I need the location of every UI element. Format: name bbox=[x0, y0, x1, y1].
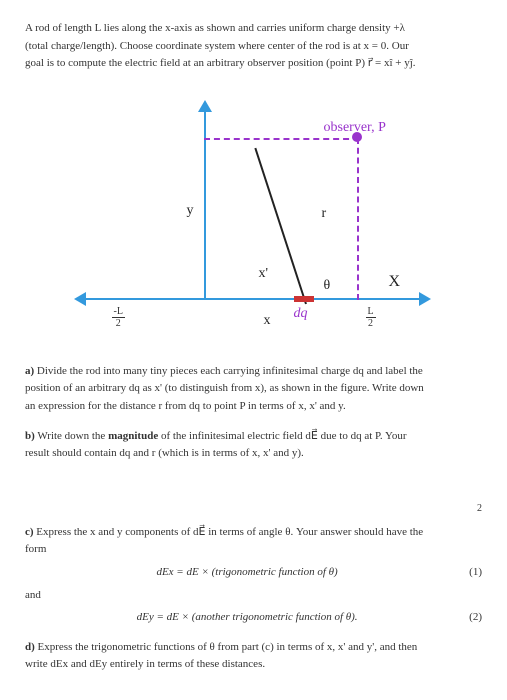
intro-line3: goal is to compute the electric field at… bbox=[25, 57, 416, 69]
arrow-left-icon bbox=[74, 292, 86, 306]
observer-label: observer, P bbox=[324, 120, 386, 136]
page-number: 2 bbox=[25, 503, 482, 514]
part-d-label: d) bbox=[25, 641, 35, 653]
dq-label: dq bbox=[294, 306, 308, 322]
dq-segment bbox=[294, 296, 314, 302]
dash-vertical bbox=[357, 138, 359, 300]
intro-line2: (total charge/length). Choose coordinate… bbox=[25, 40, 409, 52]
theta-label: θ bbox=[324, 278, 331, 294]
y-label: y bbox=[187, 203, 194, 219]
x-axis-line bbox=[79, 298, 429, 300]
x-bottom-label: x bbox=[264, 313, 271, 329]
arrow-right-icon bbox=[419, 292, 431, 306]
y-axis-line bbox=[204, 108, 206, 300]
arrow-up-icon bbox=[198, 100, 212, 112]
pos-L2-label: L2 bbox=[366, 306, 376, 329]
equation-2: dEy = dE × (another trigonometric functi… bbox=[25, 609, 482, 627]
x-right-label: X bbox=[389, 273, 401, 291]
part-d: d) Express the trigonometric functions o… bbox=[25, 639, 482, 674]
part-b: b) Write down the magnitude of the infin… bbox=[25, 428, 482, 463]
intro-line1: A rod of length L lies along the x-axis … bbox=[25, 22, 405, 34]
part-c: c) Express the x and y components of dE⃗… bbox=[25, 524, 482, 627]
part-a-label: a) bbox=[25, 365, 34, 377]
equation-1: dEx = dE × (trigonometric function of θ)… bbox=[25, 564, 482, 582]
intro-text: A rod of length L lies along the x-axis … bbox=[25, 20, 482, 73]
dash-horizontal bbox=[204, 138, 359, 140]
xprime-label: x' bbox=[259, 266, 269, 282]
neg-L2-label: -L2 bbox=[112, 306, 125, 329]
figure-diagram: observer, P y r x' θ X dq x -L2 L2 bbox=[79, 88, 429, 348]
part-b-label: b) bbox=[25, 430, 35, 442]
r-label: r bbox=[322, 206, 327, 222]
part-c-label: c) bbox=[25, 526, 34, 538]
part-a: a) Divide the rod into many tiny pieces … bbox=[25, 363, 482, 416]
